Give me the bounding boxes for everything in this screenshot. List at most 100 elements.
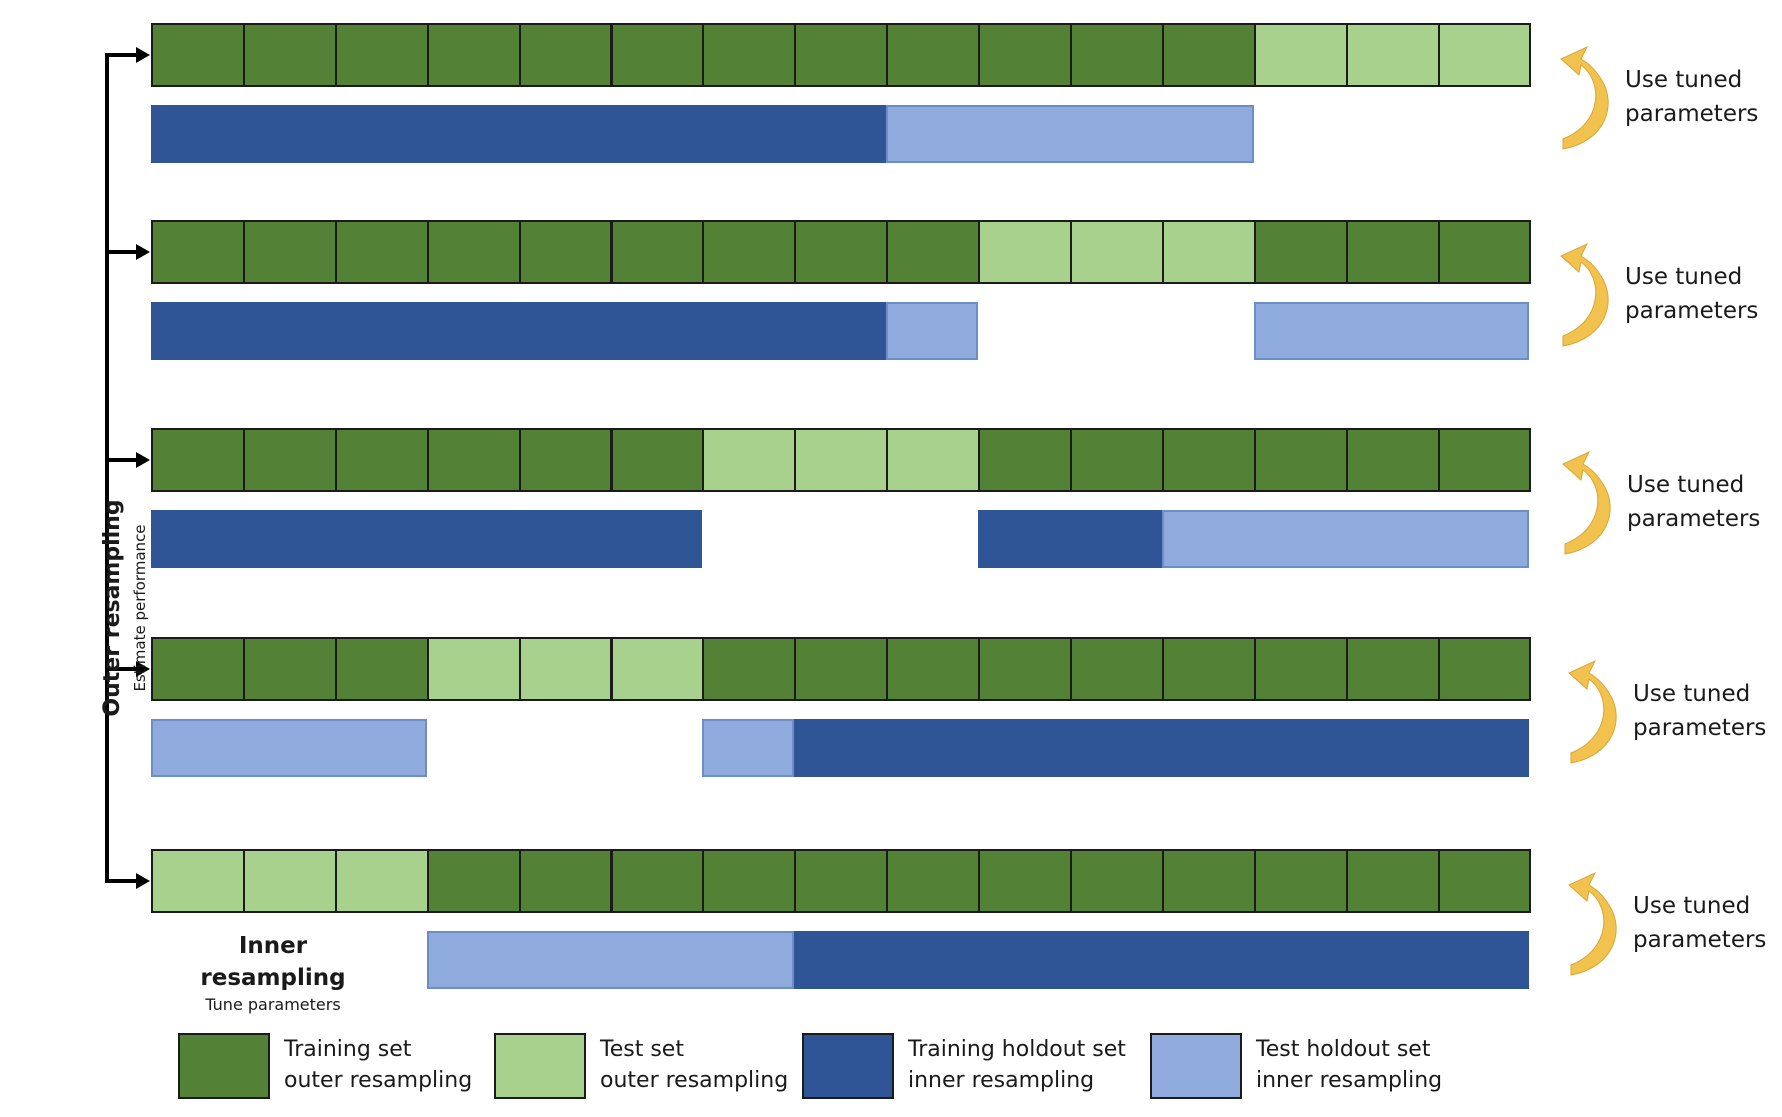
training-fold-cell [242, 220, 337, 284]
training-fold-cell [334, 637, 429, 701]
use-tuned-parameters-label: Use tuned parameters [1633, 677, 1766, 745]
training-holdout-bar [151, 302, 887, 360]
training-fold-cell [1253, 428, 1348, 492]
training-fold-cell [1161, 849, 1256, 913]
test-fold-cell [794, 428, 889, 492]
test-fold-cell [610, 637, 705, 701]
use-tuned-parameters-label: Use tuned parameters [1625, 63, 1758, 131]
training-fold-cell [610, 220, 705, 284]
training-fold-cell [1437, 220, 1532, 284]
training-fold-cell [794, 220, 889, 284]
legend-label: Training holdout set inner resampling [908, 1034, 1126, 1096]
training-fold-cell [1253, 637, 1348, 701]
test-fold-cell [242, 849, 337, 913]
training-fold-cell [794, 23, 889, 87]
training-fold-cell [426, 220, 521, 284]
training-fold-cell [334, 428, 429, 492]
test-fold-cell [518, 637, 613, 701]
legend-label-line2: outer resampling [284, 1068, 473, 1093]
tuned-label-line1: Use tuned [1627, 472, 1745, 498]
training-holdout-bar [151, 510, 703, 568]
training-fold-cell [242, 428, 337, 492]
outer-resampling-title: Outer resampling [100, 499, 125, 717]
training-fold-cell [978, 23, 1072, 87]
test-holdout-bar [1253, 302, 1530, 360]
legend-label-line1: Test holdout set [1256, 1037, 1431, 1062]
training-fold-cell [978, 637, 1072, 701]
training-fold-cell [1070, 23, 1164, 87]
legend-swatch [494, 1033, 586, 1099]
training-fold-cell [1161, 23, 1256, 87]
training-fold-cell [518, 428, 613, 492]
legend-label-line1: Test set [600, 1037, 684, 1062]
training-fold-cell [886, 637, 981, 701]
training-fold-cell [1437, 849, 1532, 913]
test-fold-cell [1253, 23, 1348, 87]
tuned-parameters-arrow-icon [1560, 45, 1609, 150]
test-fold-cell [978, 220, 1072, 284]
training-fold-cell [1253, 220, 1348, 284]
tuned-label-line2: parameters [1625, 298, 1759, 324]
tuned-label-line1: Use tuned [1633, 681, 1751, 707]
training-holdout-bar [151, 105, 887, 163]
training-fold-cell [610, 428, 705, 492]
test-fold-cell [426, 637, 521, 701]
tuned-parameters-arrow-icon [1568, 871, 1617, 976]
training-fold-cell [794, 637, 889, 701]
training-fold-cell [702, 220, 797, 284]
tuned-label-line2: parameters [1633, 715, 1767, 741]
training-fold-cell [1437, 428, 1532, 492]
test-fold-cell [1070, 220, 1164, 284]
legend-label: Test holdout set inner resampling [1256, 1034, 1442, 1096]
tuned-label-line1: Use tuned [1625, 264, 1743, 290]
training-fold-cell [1345, 428, 1440, 492]
test-fold-cell [334, 849, 429, 913]
legend-swatch [1150, 1033, 1242, 1099]
training-fold-cell [794, 849, 889, 913]
tuned-label-line2: parameters [1625, 101, 1759, 127]
training-fold-cell [1161, 637, 1256, 701]
training-fold-cell [334, 220, 429, 284]
training-fold-cell [1345, 220, 1440, 284]
tuned-parameters-arrow-icon [1560, 242, 1609, 347]
training-fold-cell [886, 220, 981, 284]
training-fold-cell [1070, 637, 1164, 701]
training-fold-cell [518, 220, 613, 284]
training-fold-cell [151, 637, 245, 701]
training-fold-cell [1345, 849, 1440, 913]
training-fold-cell [151, 428, 245, 492]
training-holdout-bar [794, 719, 1530, 777]
use-tuned-parameters-label: Use tuned parameters [1627, 468, 1760, 536]
legend-label-line1: Training set [284, 1037, 412, 1062]
test-fold-cell [1345, 23, 1440, 87]
training-fold-cell [1253, 849, 1348, 913]
training-fold-cell [151, 23, 245, 87]
tuned-label-line1: Use tuned [1625, 67, 1743, 93]
training-fold-cell [1070, 849, 1164, 913]
tuned-label-line1: Use tuned [1633, 893, 1751, 919]
legend-label: Test set outer resampling [600, 1034, 788, 1096]
training-fold-cell [610, 849, 705, 913]
training-fold-cell [702, 23, 797, 87]
test-holdout-bar [886, 302, 979, 360]
training-fold-cell [426, 428, 521, 492]
training-fold-cell [242, 23, 337, 87]
training-fold-cell [1345, 637, 1440, 701]
training-holdout-bar [978, 510, 1162, 568]
training-fold-cell [702, 849, 797, 913]
outer-resampling-subtitle: Estimate performance [131, 524, 149, 692]
test-fold-cell [1437, 23, 1532, 87]
training-fold-cell [518, 23, 613, 87]
training-fold-cell [426, 849, 521, 913]
training-fold-cell [1070, 428, 1164, 492]
inner-resampling-label: Inner resampling Tune parameters [168, 930, 378, 1016]
test-fold-cell [151, 849, 245, 913]
training-fold-cell [610, 23, 705, 87]
training-fold-cell [886, 23, 981, 87]
training-fold-cell [978, 428, 1072, 492]
use-tuned-parameters-label: Use tuned parameters [1625, 260, 1758, 328]
test-holdout-bar [886, 105, 1254, 163]
training-fold-cell [426, 23, 521, 87]
